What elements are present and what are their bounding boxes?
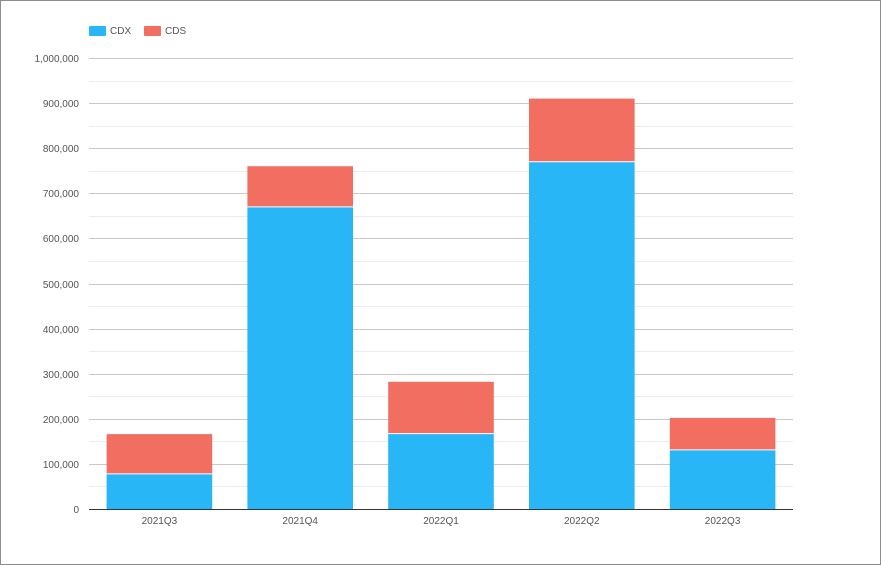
bar-cds [388,381,494,434]
bar-cdx [669,449,776,509]
y-tick-label: 300,000 [43,370,80,381]
y-tick-label: 0 [73,505,79,516]
bar-cds [247,166,353,207]
bar-cdx [529,161,635,510]
bar-cdx [388,433,494,509]
legend-label: CDS [165,26,186,37]
y-tick-label: 200,000 [43,415,80,426]
y-tick-label: 1,000,000 [35,54,80,65]
y-tick-label: 700,000 [43,189,80,200]
legend: CDX CDS [89,26,186,37]
legend-swatch-cdx [89,26,106,36]
bar-cdx [106,473,213,509]
bar-cds [529,98,635,162]
bar-cdx [247,206,353,509]
y-tick-label: 800,000 [43,144,80,155]
legend-swatch-cds [144,26,161,36]
legend-label: CDX [110,26,131,37]
x-tick-label: 2022Q1 [423,516,459,527]
x-tick-label: 2021Q3 [142,516,178,527]
x-tick-label: 2022Q3 [705,516,741,527]
x-tick-label: 2022Q2 [564,516,600,527]
bar-cds [669,417,776,450]
y-tick-label: 900,000 [43,99,80,110]
y-tick-label: 600,000 [43,234,80,245]
x-tick-label: 2021Q4 [282,516,318,527]
y-tick-label: 100,000 [43,460,80,471]
bar-cds [106,434,213,474]
y-tick-label: 400,000 [43,325,80,336]
axes: 0 100,000 200,000 300,000 400,000 500,000 600,… [35,54,793,527]
y-tick-label: 500,000 [43,280,80,291]
bars [106,98,776,510]
